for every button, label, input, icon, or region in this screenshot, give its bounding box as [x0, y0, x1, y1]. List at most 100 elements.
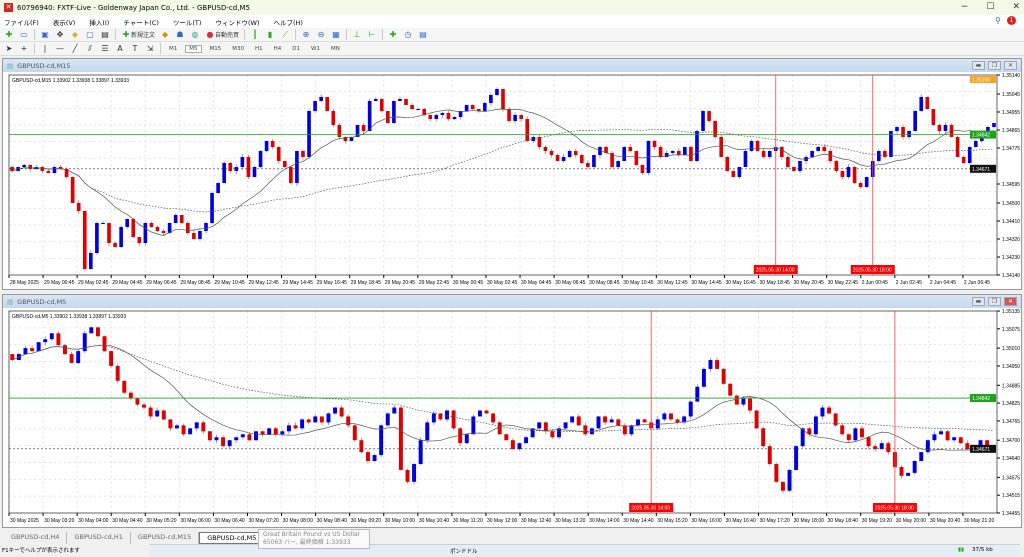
tile-windows-icon[interactable]: ▦ [332, 29, 340, 39]
templates-icon[interactable]: ▤ [419, 29, 427, 39]
chart-restore-button[interactable]: ❐ [988, 297, 1001, 306]
zoom-out-icon[interactable]: ⊖ [317, 29, 325, 39]
bear-candle [604, 147, 608, 153]
chart-window-icon: ▤ [7, 61, 14, 70]
bear-candle [610, 153, 614, 167]
time-tick-label: 30 May 06:40 [214, 518, 245, 524]
time-tick-label: 29 May 12:45 [248, 280, 279, 286]
price-chart-m5[interactable]: 30 May 2025 30 May 03:20 30 May 04:00 30 Ma… [3, 308, 1023, 527]
channel-icon[interactable]: ⫽ [88, 43, 92, 53]
timeframe-h4[interactable]: H4 [273, 45, 282, 52]
bar-chart-icon[interactable]: ┃ [252, 29, 258, 39]
fibonacci-icon[interactable]: ☰ [101, 43, 109, 53]
bear-candle [82, 211, 87, 269]
time-tick-label: 30 May 20:40 [930, 518, 961, 524]
bear-candle [343, 137, 348, 141]
chart-minimize-button[interactable]: ▬ [972, 297, 985, 306]
bear-candle [761, 151, 766, 157]
menu-help[interactable]: ヘルプ(H) [273, 18, 303, 27]
text-label-icon[interactable]: T [132, 43, 138, 53]
timeframe-mn[interactable]: MN [330, 45, 340, 52]
bull-candle [418, 440, 423, 464]
horizontal-line-icon[interactable]: — [56, 43, 64, 53]
bear-candle [365, 452, 370, 462]
search-icon[interactable]: ⚲ [995, 16, 1001, 25]
profiles-icon[interactable]: ▭ [20, 29, 28, 39]
time-tick-label: 30 May 13:20 [555, 518, 586, 524]
timeframe-m30[interactable]: M30 [232, 45, 244, 52]
market-icon[interactable]: ◍ [191, 29, 199, 39]
new-order-button[interactable]: ✚ 新規注文 [121, 30, 155, 40]
timeframe-m15[interactable]: M15 [209, 45, 222, 52]
zoom-in-icon[interactable]: ⊕ [302, 29, 310, 39]
bull-candle [174, 425, 179, 429]
menu-view[interactable]: 表示(V) [52, 18, 76, 27]
bull-candle [333, 407, 338, 414]
bear-candle [122, 380, 127, 393]
new-chart-icon[interactable]: ✚ [5, 29, 13, 39]
navigator-icon[interactable]: ◈ [71, 29, 79, 39]
market-watch-icon[interactable]: ▣ [41, 29, 49, 39]
menu-tools[interactable]: ツール(T) [172, 18, 202, 27]
bull-candle [280, 431, 285, 435]
candlestick-icon[interactable]: ▮ [267, 29, 273, 39]
text-icon[interactable]: A [117, 43, 123, 53]
menu-window[interactable]: ウィンドウ(W) [215, 18, 260, 27]
cursor-icon[interactable]: ➤ [5, 43, 13, 53]
menu-file[interactable]: ファイル(F) [4, 18, 39, 27]
timeframe-d1[interactable]: D1 [292, 45, 301, 52]
price-tick-label: 1.34765 [1002, 419, 1020, 425]
line-chart-icon[interactable]: ⟋ [282, 29, 288, 39]
chart-window-m15[interactable]: ▤ GBPUSD-cd,M15 ▬ ❐ ✕ 28 May 2025 29 May 00… [2, 58, 1022, 290]
crosshair-icon[interactable]: + [20, 43, 28, 53]
tab-m5[interactable]: GBPUSD-cd,M5 [199, 532, 265, 544]
bear-candle [260, 431, 265, 435]
bull-candle [688, 401, 693, 417]
timeframe-h1[interactable]: H1 [255, 45, 263, 52]
bear-candle [352, 425, 357, 441]
data-window-icon[interactable]: ✥ [56, 29, 64, 39]
chart-close-button[interactable]: ✕ [1004, 61, 1017, 70]
auto-scroll-icon[interactable]: ⊥ [353, 29, 361, 39]
trendline-icon[interactable]: ╱ [72, 43, 78, 53]
price-tick-label: 1.34410 [1002, 219, 1020, 225]
bull-candle [482, 103, 487, 111]
tab-h1[interactable]: GBPUSD-cd,H1 [67, 532, 131, 544]
maximize-button[interactable]: ☐ [986, 2, 995, 12]
bear-candle [859, 428, 864, 438]
bear-candle [10, 354, 15, 361]
chart-minimize-button[interactable]: ▬ [972, 61, 985, 70]
chart-shift-icon[interactable]: ⊢ [368, 29, 376, 39]
price-tick-label: 1.35045 [1002, 92, 1020, 98]
green-price-label: 1.34842 [972, 133, 990, 139]
menu-insert[interactable]: 挿入(I) [89, 18, 110, 27]
bear-candle [576, 416, 581, 426]
chart-window-m5[interactable]: ▤ GBPUSD-cd,M5 ▬ ❐ ✕ 30 May 2025 30 May 03:… [2, 294, 1022, 528]
close-button[interactable]: ✕ [1012, 2, 1020, 12]
metaeditor-icon[interactable]: ◆ [161, 29, 169, 39]
timeframe-m5[interactable]: M5 [185, 44, 202, 53]
timeframe-m1[interactable]: M1 [169, 45, 178, 52]
terminal-icon[interactable]: ▢ [86, 29, 94, 39]
tester-icon[interactable]: ▤ [101, 29, 109, 39]
price-tick-label: 1.35135 [1002, 309, 1020, 315]
minimize-button[interactable]: − [960, 2, 969, 12]
chart-window-header: ▤ GBPUSD-cd,M15 ▬ ❐ ✕ [3, 59, 1021, 72]
bull-candle [326, 413, 331, 423]
tab-h4[interactable]: GBPUSD-cd,H4 [4, 532, 68, 544]
arrows-icon[interactable]: ⇲ [146, 43, 154, 53]
menu-chart[interactable]: チャート(C) [123, 18, 159, 27]
timeframe-w1[interactable]: W1 [311, 45, 320, 52]
tab-m15[interactable]: GBPUSD-cd,M15 [131, 532, 200, 544]
auto-trading-button[interactable]: ● 自動売買 [205, 30, 240, 40]
bull-candle [741, 398, 746, 405]
notification-badge[interactable]: 1 [1007, 16, 1016, 25]
bear-candle [961, 157, 966, 163]
vertical-line-icon[interactable]: | [43, 43, 47, 53]
chart-restore-button[interactable]: ❐ [988, 61, 1001, 70]
signals-icon[interactable]: ☗ [176, 29, 184, 39]
price-chart-m15[interactable]: 28 May 2025 29 May 00:45 29 May 02:45 29 Ma… [3, 72, 1023, 289]
periods-icon[interactable]: ◷ [404, 29, 412, 39]
chart-close-button[interactable]: ✕ [1004, 297, 1017, 306]
indicators-icon[interactable]: ✚ [389, 29, 397, 39]
